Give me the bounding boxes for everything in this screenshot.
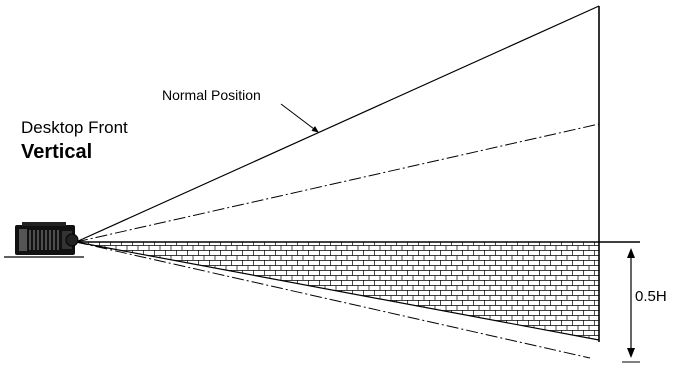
mode-label: Desktop Front [21, 118, 128, 137]
beam-bottom-line [75, 241, 600, 341]
normal-position-label: Normal Position [162, 87, 261, 103]
projector-icon [4, 222, 84, 258]
orientation-label: Vertical [21, 141, 93, 163]
leader-arrow [280, 103, 319, 133]
center-axis-lower [75, 241, 591, 359]
beam-top-line [75, 5, 600, 243]
offset-label: 0.5H [635, 288, 667, 305]
dimension-line [622, 248, 640, 363]
center-axis-upper [75, 123, 600, 243]
